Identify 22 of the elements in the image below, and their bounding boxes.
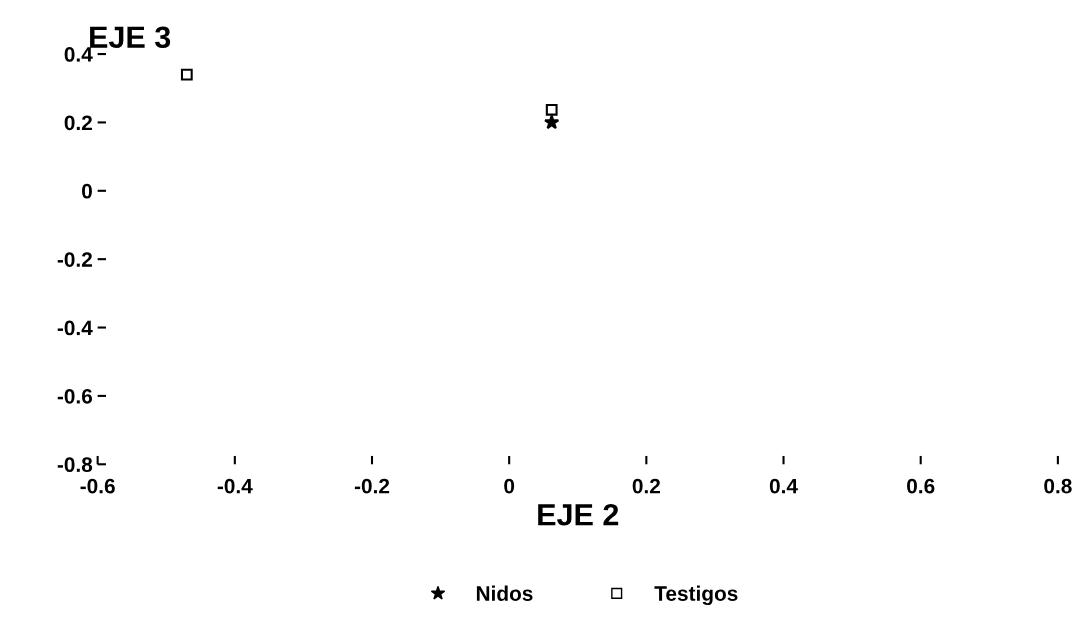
x-tick-label: -0.4: [217, 478, 253, 494]
y-tick-label: 0: [82, 183, 92, 199]
legend-label: Nidos: [476, 585, 533, 601]
x-axis-title: EJE 2: [538, 503, 619, 526]
y-axis-title: EJE 3: [90, 26, 171, 49]
point: [545, 103, 558, 116]
x-tick-label: -0.6: [80, 478, 115, 494]
x-tick-label: 0.8: [1044, 478, 1072, 494]
y-tick-label: -0.8: [57, 457, 93, 473]
y-tick-label: 0.4: [64, 47, 93, 62]
x-tick-label: -0.2: [354, 478, 390, 494]
x-tick-label: 0: [504, 478, 515, 494]
point: [544, 114, 560, 130]
y-tick-label: -0.4: [57, 320, 93, 336]
point: [180, 68, 193, 81]
x-tick-label: 0.6: [907, 478, 935, 494]
legend-label: Testigos: [654, 585, 738, 606]
y-tick-label: 0.2: [64, 115, 92, 131]
y-tick-label: -0.6: [57, 388, 93, 404]
y-tick-label: -0.2: [57, 252, 92, 267]
x-tick-label: 0.2: [632, 478, 660, 494]
x-tick-label: 0.4: [769, 478, 798, 494]
